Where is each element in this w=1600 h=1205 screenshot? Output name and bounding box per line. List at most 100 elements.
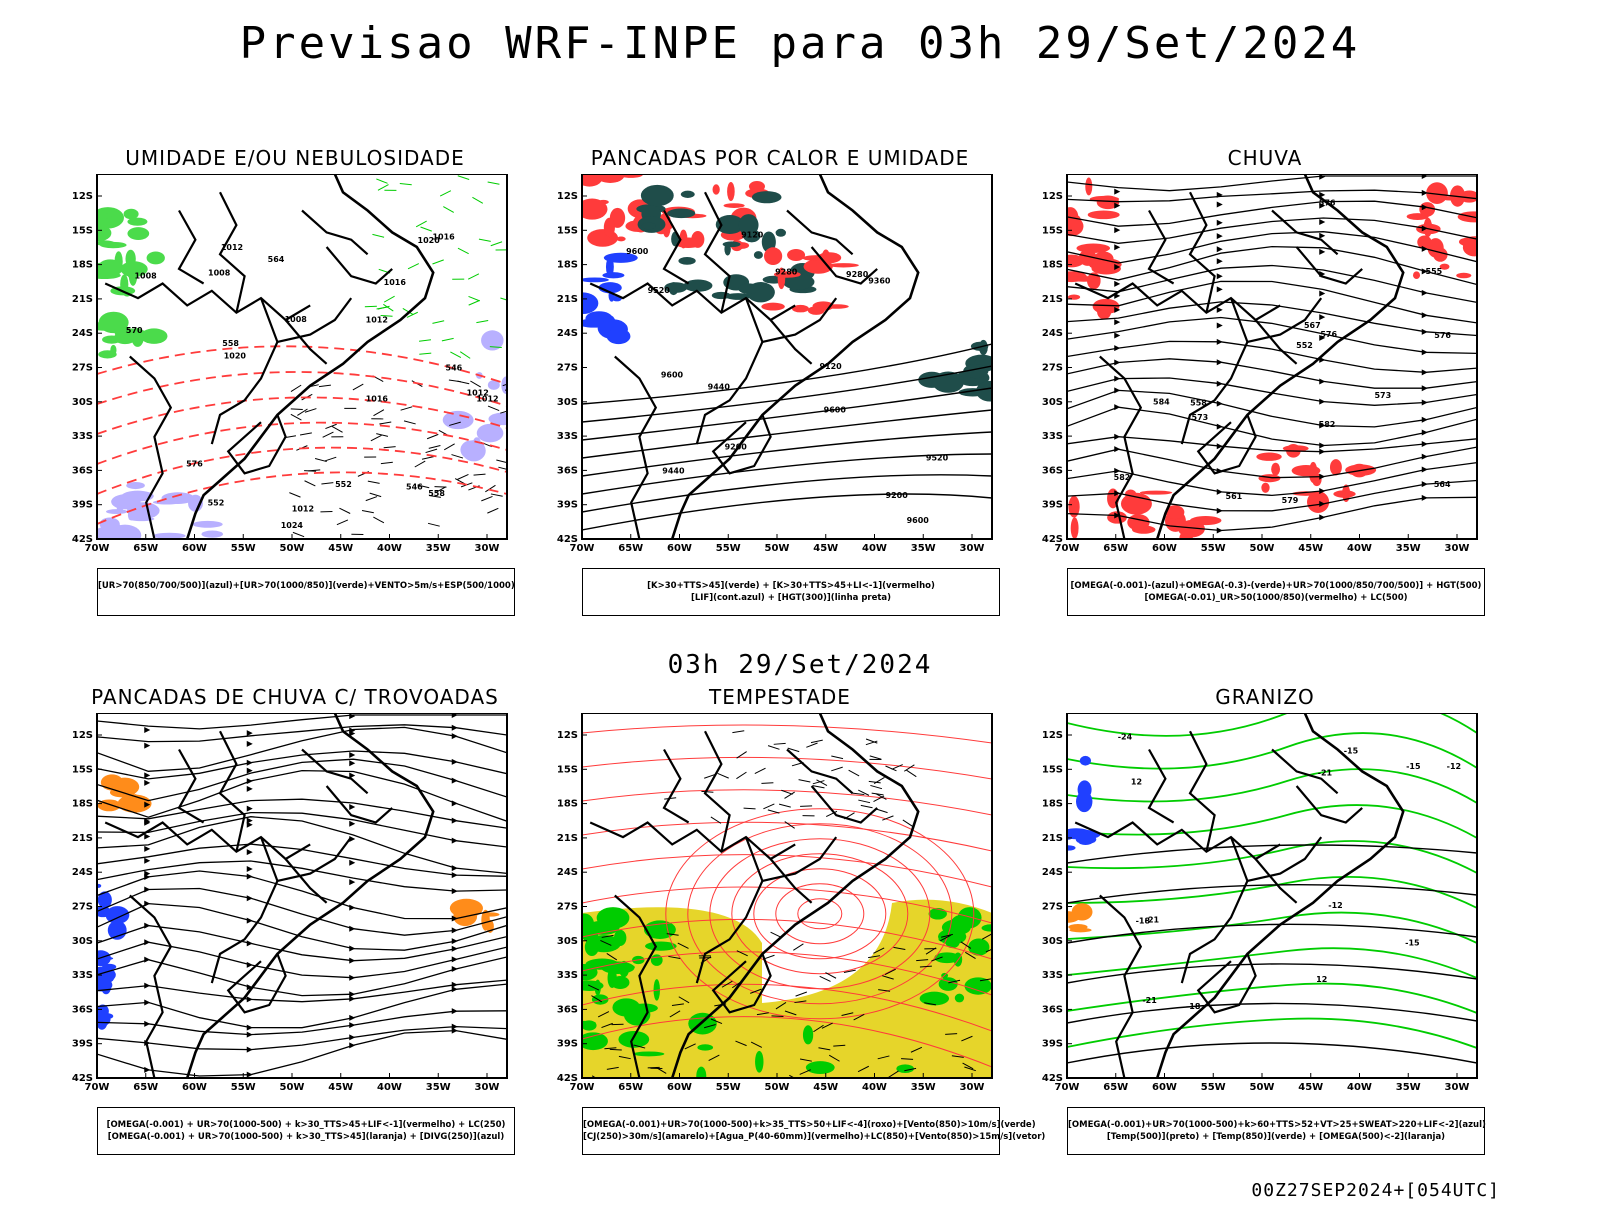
state-border bbox=[590, 823, 795, 860]
lon-label: 45W bbox=[1298, 543, 1323, 554]
contour-label: -15 bbox=[1406, 762, 1421, 771]
contour-label: -24 bbox=[1118, 732, 1133, 741]
lon-label: 40W bbox=[377, 1082, 402, 1093]
legend-line: [CJ(250)>30m/s](amarelo)+[Agua_P(40-60mm… bbox=[583, 1131, 999, 1143]
stream-arrow bbox=[1217, 246, 1223, 252]
streamline bbox=[1067, 190, 1477, 202]
lat-label: 12S bbox=[557, 730, 578, 741]
lat-label: 24S bbox=[557, 328, 578, 339]
lat-label: 21S bbox=[72, 294, 93, 305]
streamline bbox=[97, 725, 507, 742]
lon-label: 65W bbox=[133, 1082, 158, 1093]
contour-line bbox=[776, 884, 864, 944]
wind-vector bbox=[831, 767, 842, 771]
state-border bbox=[327, 247, 393, 284]
hail-blue-patch bbox=[1076, 791, 1092, 812]
state-border bbox=[1256, 859, 1297, 903]
wind-vector bbox=[799, 780, 811, 782]
wind-vector bbox=[701, 791, 713, 792]
wind-vector bbox=[384, 296, 394, 302]
main-title: Previsao WRF-INPE para 03h 29/Set/2024 bbox=[0, 18, 1600, 69]
wind-vector bbox=[305, 481, 316, 486]
stream-arrow bbox=[1422, 400, 1428, 406]
wind-green-3-patch bbox=[696, 1067, 706, 1086]
stream-arrow bbox=[452, 938, 458, 944]
lif-blue-patch bbox=[580, 277, 609, 282]
wind-vector bbox=[813, 786, 825, 788]
stream-arrow bbox=[349, 946, 355, 952]
stream-arrow bbox=[1422, 417, 1428, 423]
contour-label: 555 bbox=[1426, 267, 1443, 276]
stream-arrow bbox=[1217, 307, 1223, 313]
temp850-line bbox=[1067, 769, 1477, 803]
state-border bbox=[220, 192, 245, 312]
wind-green-3-patch bbox=[896, 1064, 914, 1073]
lon-label: 45W bbox=[813, 1082, 838, 1093]
lon-label: 60W bbox=[182, 1082, 207, 1093]
convection-red-2-patch bbox=[761, 303, 785, 311]
stream-arrow bbox=[247, 874, 253, 880]
wind-vector bbox=[291, 414, 302, 420]
wind-vector bbox=[362, 510, 374, 512]
contour-label: 564 bbox=[268, 255, 285, 264]
contour-label: 567 bbox=[1304, 321, 1321, 330]
lon-label: 70W bbox=[570, 543, 595, 554]
state-border bbox=[771, 859, 812, 903]
map-granizo: -1212-1512-18-21-21-24-12-15-15-18-2112S… bbox=[1040, 713, 1490, 1107]
wind-vector bbox=[419, 340, 431, 342]
hail-blue-patch bbox=[1080, 756, 1091, 766]
divg-blue-patch bbox=[97, 1013, 113, 1020]
wind-vector bbox=[291, 409, 303, 410]
streamline bbox=[1067, 407, 1477, 445]
wind-vector bbox=[458, 474, 469, 479]
wind-green-3-patch bbox=[697, 1044, 713, 1050]
stream-arrow bbox=[144, 1067, 150, 1073]
stream-arrow bbox=[349, 1042, 355, 1048]
contour-label: 9520 bbox=[648, 286, 671, 295]
contour-label: -21 bbox=[1145, 916, 1160, 925]
lon-label: 30W bbox=[475, 1082, 500, 1093]
contour-label: 558 bbox=[1190, 399, 1207, 408]
lat-label: 15S bbox=[557, 225, 578, 236]
wind-vector bbox=[429, 445, 441, 448]
convection-red-patch bbox=[604, 218, 615, 237]
contour-label: 582 bbox=[1319, 420, 1336, 429]
contour-label: 576 bbox=[1319, 199, 1336, 208]
stream-arrow bbox=[1217, 381, 1223, 387]
rain-red-3-patch bbox=[1413, 271, 1420, 279]
stream-arrow bbox=[1114, 404, 1120, 410]
stream-arrow bbox=[349, 860, 355, 866]
contour-label: 558 bbox=[222, 339, 239, 348]
stream-arrow bbox=[1114, 359, 1120, 365]
wind-vector bbox=[744, 808, 756, 809]
state-border bbox=[1190, 192, 1215, 312]
stream-arrow bbox=[452, 872, 458, 878]
mid-title: 03h 29/Set/2024 bbox=[0, 650, 1600, 680]
wind-green-2-patch bbox=[965, 977, 992, 994]
lon-label: 35W bbox=[1396, 543, 1421, 554]
rain-red-4-patch bbox=[1127, 514, 1149, 530]
lat-label: 39S bbox=[1042, 1039, 1063, 1050]
humidity-low-patch bbox=[110, 345, 116, 355]
wind-vector bbox=[906, 770, 916, 777]
wind-vector bbox=[861, 805, 873, 807]
legend-line: [UR>70(850/700/500)](azul)+[UR>70(1000/8… bbox=[98, 580, 514, 592]
contour-label: 573 bbox=[1192, 413, 1209, 422]
wind-vector bbox=[300, 433, 312, 435]
stream-arrow bbox=[1422, 312, 1428, 318]
legend-line: [OMEGA(-0.001)+UR>70(1000-500)+k>35_TTS>… bbox=[583, 1119, 999, 1131]
lat-label: 30S bbox=[72, 936, 93, 947]
lon-label: 50W bbox=[1250, 1082, 1275, 1093]
legend-box: [OMEGA(-0.001) + UR>70(1000-500) + k>30_… bbox=[97, 1107, 515, 1155]
streamline bbox=[97, 889, 507, 936]
wind-vector bbox=[368, 481, 380, 483]
wind-green-patch bbox=[595, 980, 601, 996]
lat-label: 39S bbox=[557, 500, 578, 511]
convection-teal-patch bbox=[724, 243, 730, 256]
stream-arrow bbox=[1319, 514, 1325, 520]
coastline bbox=[672, 174, 918, 539]
